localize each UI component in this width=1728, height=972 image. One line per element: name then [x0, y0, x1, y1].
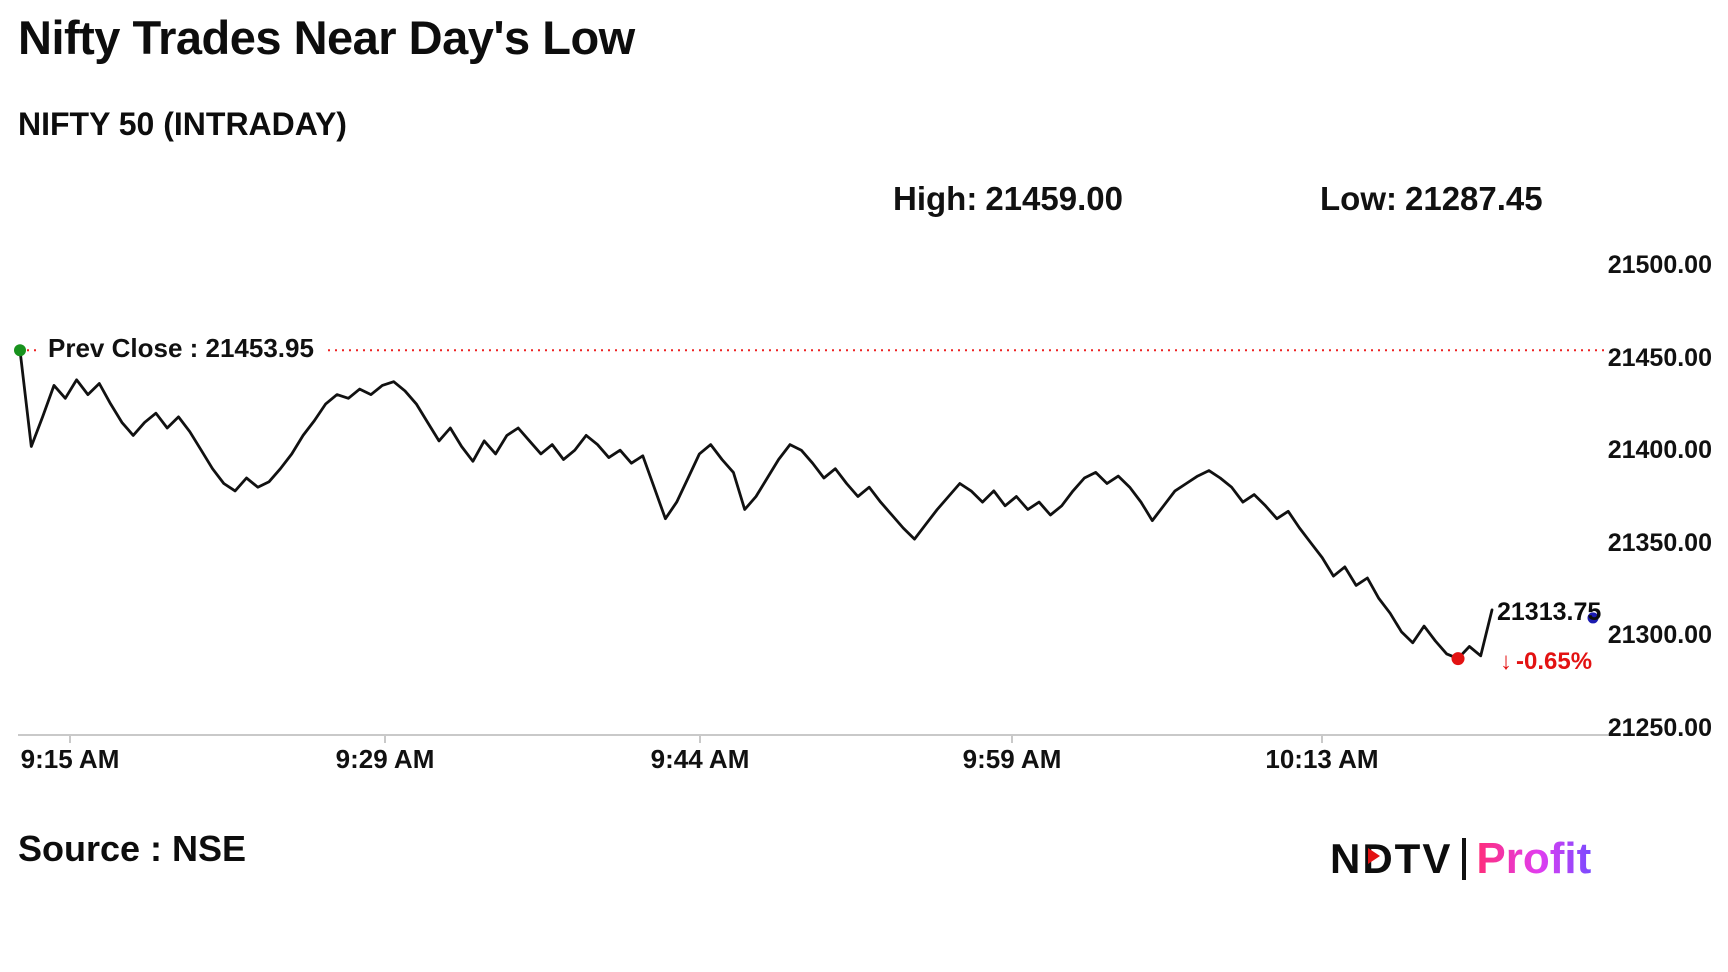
- ndtv-profit-logo: NDTV Profit: [1330, 834, 1591, 884]
- ndtv-logo-red-accent-icon: [1368, 848, 1380, 864]
- change-percent-badge: ↓ -0.65%: [1500, 648, 1592, 676]
- low-value: 21287.45: [1404, 180, 1543, 217]
- x-axis-label: 9:15 AM: [20, 744, 120, 774]
- source-label: Source : NSE: [18, 828, 247, 869]
- down-arrow-icon: ↓: [1500, 648, 1512, 675]
- chart-subtitle: NIFTY 50 (INTRADAY): [18, 106, 347, 142]
- page-title: Nifty Trades Near Day's Low: [18, 11, 635, 64]
- y-axis-label: 21250.00: [1607, 714, 1712, 742]
- y-axis-label: 21300.00: [1607, 621, 1712, 650]
- high-value: 21459.00: [985, 180, 1123, 217]
- profit-logo-text: Profit: [1476, 834, 1592, 883]
- day-low-stat: Low: 21287.45: [1320, 180, 1543, 218]
- change-percent-value: -0.65%: [1516, 648, 1593, 675]
- y-axis-label: 21450.00: [1607, 343, 1712, 372]
- low-label: Low:: [1320, 180, 1397, 217]
- high-label: High:: [893, 180, 978, 217]
- last-price-label: 21313.75: [1497, 598, 1602, 626]
- logo-separator: [1462, 838, 1467, 880]
- y-axis-label: 21400.00: [1607, 436, 1712, 465]
- y-axis-label: 21350.00: [1607, 528, 1712, 557]
- prev-close-label: Prev Close : 21453.95: [40, 333, 326, 365]
- x-axis-label: 9:44 AM: [650, 744, 750, 774]
- x-axis-label: 10:13 AM: [1265, 744, 1379, 774]
- x-axis-label: 9:59 AM: [962, 744, 1062, 774]
- x-axis-label: 9:29 AM: [335, 744, 435, 774]
- y-axis-label: 21500.00: [1607, 251, 1712, 279]
- day-high-stat: High: 21459.00: [893, 180, 1123, 218]
- ndtv-logo-text: NDTV: [1330, 835, 1453, 882]
